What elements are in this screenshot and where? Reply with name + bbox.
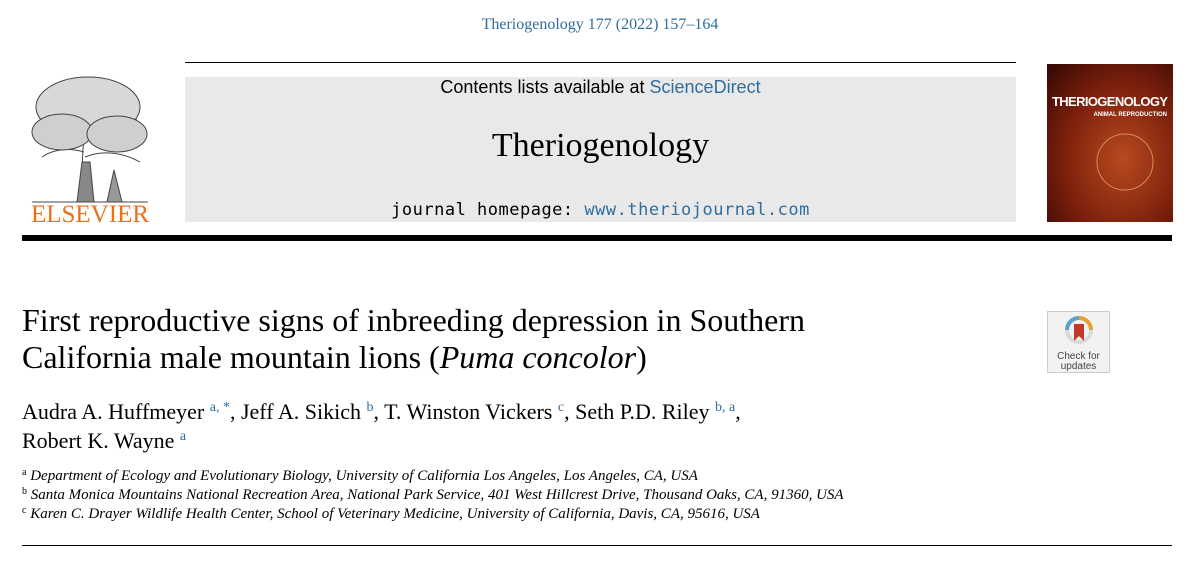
author-affiliation-marker: c bbox=[557, 400, 565, 415]
affiliation-text: Santa Monica Mountains National Recreati… bbox=[30, 487, 844, 503]
affiliation: c Karen C. Drayer Wildlife Health Center… bbox=[22, 505, 1022, 524]
rule bbox=[22, 235, 1172, 241]
author-name: Audra A. Huffmeyer bbox=[22, 399, 205, 424]
affiliations: a Department of Ecology and Evolutionary… bbox=[22, 467, 1022, 524]
journal-name: Theriogenology bbox=[491, 127, 710, 164]
author-affiliation-marker: b bbox=[366, 400, 374, 415]
affiliation: b Santa Monica Mountains National Recrea… bbox=[22, 486, 1022, 505]
affiliation-label: b bbox=[22, 486, 27, 497]
article-title: First reproductive signs of inbreeding d… bbox=[22, 302, 922, 376]
check-label: updates bbox=[1060, 361, 1097, 372]
author-name: Seth P.D. Riley bbox=[575, 399, 710, 424]
cover-subtitle: ANIMAL REPRODUCTION bbox=[1093, 112, 1167, 118]
author-affiliation-marker: a bbox=[179, 429, 187, 444]
affiliation-label: c bbox=[22, 505, 27, 516]
check-icon bbox=[1064, 316, 1093, 344]
author: Jeff A. Sikich b, bbox=[241, 399, 379, 424]
title-text: ) bbox=[636, 339, 647, 375]
author-name: T. Winston Vickers bbox=[384, 399, 553, 424]
affiliation-text: Department of Ecology and Evolutionary B… bbox=[30, 468, 698, 484]
contents-line: Contents lists available at ScienceDirec… bbox=[185, 77, 1016, 97]
contents-prefix: Contents lists available at bbox=[440, 77, 645, 97]
author: Robert K. Wayne a bbox=[22, 428, 186, 453]
homepage-line: journal homepage: www.theriojournal.com bbox=[185, 200, 1016, 220]
affiliation-text: Karen C. Drayer Wildlife Health Center, … bbox=[30, 506, 760, 522]
publisher-logo: ELSEVIER bbox=[31, 76, 149, 227]
authors: Audra A. Huffmeyer a, *, Jeff A. Sikich … bbox=[22, 397, 1022, 455]
author-separator: , bbox=[564, 399, 570, 424]
author: Seth P.D. Riley b, a, bbox=[575, 399, 741, 424]
author-name: Robert K. Wayne bbox=[22, 428, 175, 453]
author-separator: , bbox=[373, 399, 379, 424]
rule bbox=[185, 62, 1016, 63]
check-for-updates[interactable]: Check for updates bbox=[1047, 311, 1110, 373]
homepage-prefix: journal homepage: bbox=[391, 200, 574, 220]
rule bbox=[22, 545, 1172, 546]
homepage-link[interactable]: www.theriojournal.com bbox=[584, 200, 810, 220]
author-name: Jeff A. Sikich bbox=[240, 399, 361, 424]
author-separator: , bbox=[735, 399, 741, 424]
affiliation-label: a bbox=[22, 467, 27, 478]
author: T. Winston Vickers c, bbox=[384, 399, 570, 424]
author-separator: , bbox=[229, 399, 236, 424]
cover-title: THERIOGENOLOGY bbox=[1052, 94, 1168, 109]
journal-banner: Contents lists available at ScienceDirec… bbox=[185, 77, 1016, 222]
check-label: Check for bbox=[1057, 351, 1100, 362]
journal-cover: THERIOGENOLOGY ANIMAL REPRODUCTION bbox=[1047, 64, 1173, 222]
affiliation: a Department of Ecology and Evolutionary… bbox=[22, 467, 1022, 486]
title-text: First reproductive signs of inbreeding d… bbox=[22, 302, 805, 375]
citation: Theriogenology 177 (2022) 157–164 bbox=[481, 16, 719, 33]
sciencedirect-link[interactable]: ScienceDirect bbox=[649, 77, 761, 97]
author-affiliation-marker: a, * bbox=[209, 400, 230, 415]
author: Audra A. Huffmeyer a, *, bbox=[22, 399, 235, 424]
author-affiliation-marker: b, a bbox=[715, 400, 736, 415]
title-italic: Puma concolor bbox=[439, 339, 637, 375]
publisher-name: ELSEVIER bbox=[31, 201, 149, 227]
